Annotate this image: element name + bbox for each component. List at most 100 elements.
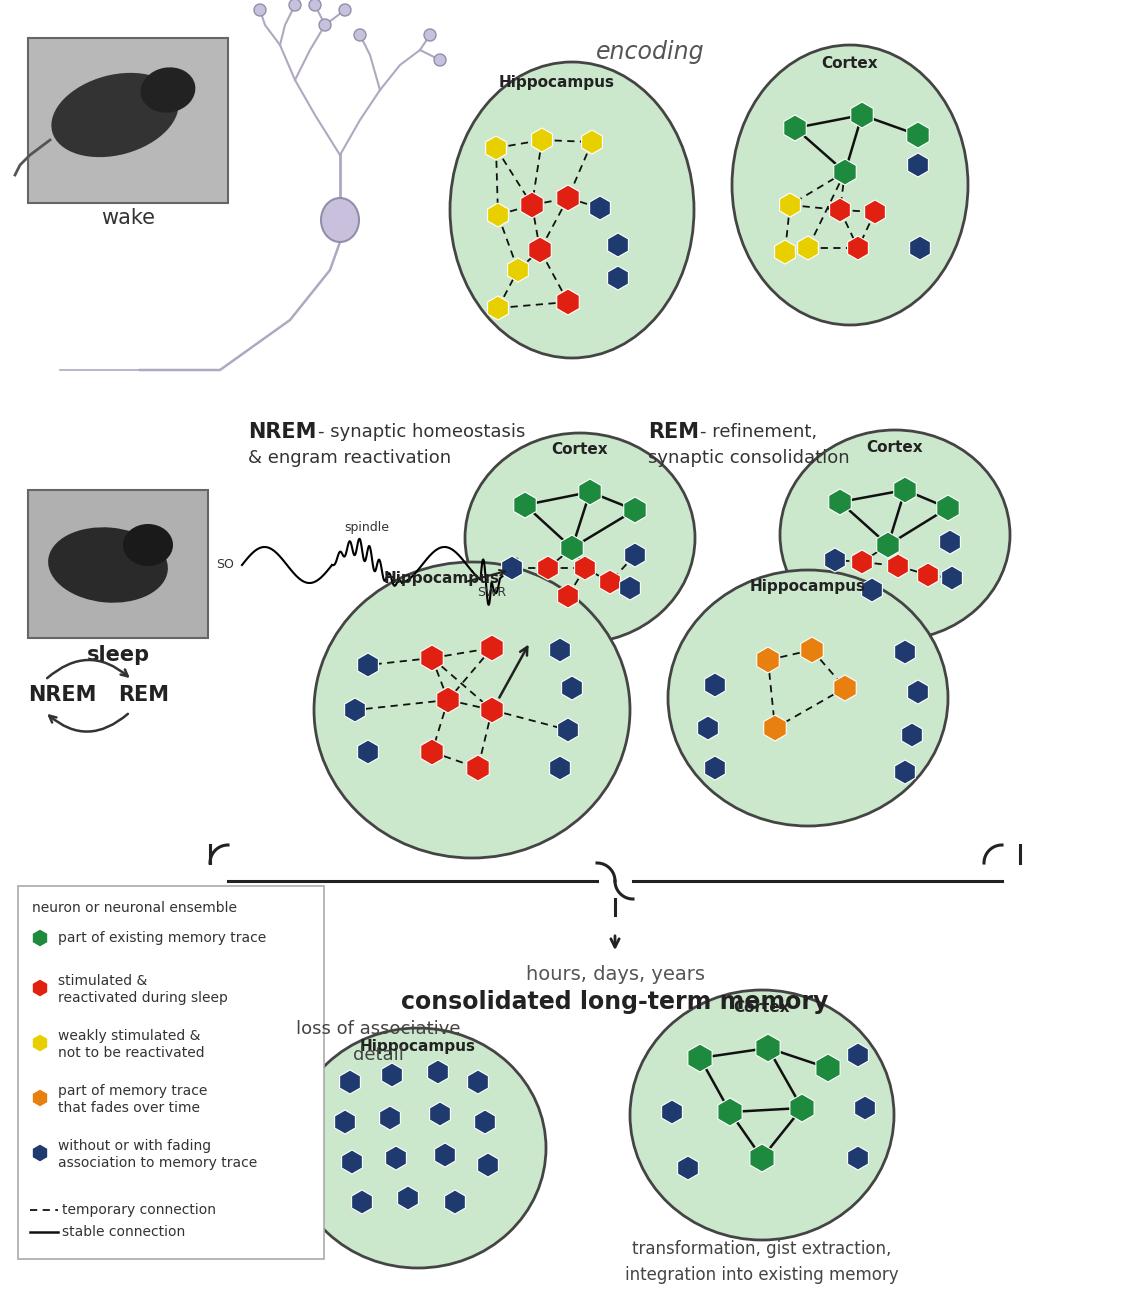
Ellipse shape <box>631 991 895 1240</box>
Polygon shape <box>797 237 819 260</box>
Polygon shape <box>486 136 506 160</box>
Polygon shape <box>521 192 544 218</box>
Polygon shape <box>876 532 899 558</box>
Text: - synaptic homeostasis: - synaptic homeostasis <box>318 422 526 441</box>
Polygon shape <box>340 1070 360 1095</box>
Polygon shape <box>624 497 646 523</box>
Polygon shape <box>335 1110 355 1134</box>
Polygon shape <box>697 716 719 740</box>
Polygon shape <box>608 233 628 257</box>
Circle shape <box>434 55 446 66</box>
Polygon shape <box>864 200 885 224</box>
Text: part of memory trace: part of memory trace <box>58 1084 208 1098</box>
Circle shape <box>424 29 437 42</box>
Polygon shape <box>942 566 962 590</box>
Polygon shape <box>33 979 47 997</box>
Polygon shape <box>917 563 938 588</box>
Polygon shape <box>851 101 873 127</box>
Polygon shape <box>907 122 929 148</box>
Polygon shape <box>481 697 503 723</box>
Ellipse shape <box>141 68 195 113</box>
Polygon shape <box>901 723 923 748</box>
Polygon shape <box>678 1156 698 1180</box>
Polygon shape <box>619 576 641 601</box>
Polygon shape <box>582 130 602 153</box>
Text: Cortex: Cortex <box>821 56 879 70</box>
Polygon shape <box>779 192 801 217</box>
Text: sleep: sleep <box>87 645 150 666</box>
Polygon shape <box>529 237 552 263</box>
Polygon shape <box>908 680 928 705</box>
Polygon shape <box>574 556 596 580</box>
Polygon shape <box>421 738 443 764</box>
Ellipse shape <box>52 73 178 157</box>
Polygon shape <box>590 196 610 220</box>
Polygon shape <box>764 715 786 741</box>
Polygon shape <box>834 159 856 185</box>
Circle shape <box>340 4 351 16</box>
Polygon shape <box>847 1043 869 1067</box>
Text: not to be reactivated: not to be reactivated <box>58 1046 204 1059</box>
Polygon shape <box>33 1144 47 1162</box>
Polygon shape <box>557 289 580 315</box>
Polygon shape <box>487 296 509 320</box>
Polygon shape <box>531 127 553 152</box>
Polygon shape <box>381 1063 403 1087</box>
Polygon shape <box>909 237 931 260</box>
Polygon shape <box>757 647 779 673</box>
Polygon shape <box>829 489 852 515</box>
Polygon shape <box>855 1096 875 1121</box>
Bar <box>28 490 208 638</box>
Polygon shape <box>397 1186 418 1210</box>
Text: NREM: NREM <box>28 685 96 705</box>
Polygon shape <box>888 554 908 578</box>
Text: part of existing memory trace: part of existing memory trace <box>58 931 266 945</box>
Text: Cortex: Cortex <box>733 1000 791 1014</box>
Ellipse shape <box>290 1028 546 1268</box>
Polygon shape <box>847 1147 869 1170</box>
Polygon shape <box>380 1106 400 1130</box>
Polygon shape <box>784 114 807 140</box>
Polygon shape <box>579 478 601 504</box>
Polygon shape <box>862 578 882 602</box>
Text: SO: SO <box>217 559 233 572</box>
Ellipse shape <box>450 62 694 358</box>
FancyBboxPatch shape <box>18 887 324 1258</box>
Text: Hippocampus: Hippocampus <box>360 1039 476 1053</box>
Text: Hippocampus: Hippocampus <box>384 571 500 585</box>
Polygon shape <box>936 495 959 521</box>
Text: without or with fading: without or with fading <box>58 1139 211 1153</box>
Polygon shape <box>847 237 869 260</box>
Text: loss of associative
detail: loss of associative detail <box>296 1020 460 1063</box>
Text: neuron or neuronal ensemble: neuron or neuronal ensemble <box>32 901 237 915</box>
Polygon shape <box>561 536 583 562</box>
Text: SWR: SWR <box>477 586 506 599</box>
Polygon shape <box>538 556 558 580</box>
Text: & engram reactivation: & engram reactivation <box>248 448 451 467</box>
Text: reactivated during sleep: reactivated during sleep <box>58 991 228 1005</box>
Polygon shape <box>33 1089 47 1108</box>
Bar <box>28 38 228 203</box>
Text: encoding: encoding <box>596 40 704 64</box>
Text: that fades over time: that fades over time <box>58 1101 200 1115</box>
Circle shape <box>319 20 331 31</box>
Ellipse shape <box>668 569 948 826</box>
Ellipse shape <box>779 430 1010 640</box>
Polygon shape <box>477 1153 499 1176</box>
Polygon shape <box>502 556 522 580</box>
Polygon shape <box>625 543 645 567</box>
Polygon shape <box>895 640 916 664</box>
FancyArrowPatch shape <box>50 714 127 732</box>
Text: Hippocampus: Hippocampus <box>750 578 866 594</box>
FancyArrowPatch shape <box>47 660 127 679</box>
Polygon shape <box>816 1054 840 1082</box>
Polygon shape <box>444 1190 466 1214</box>
Circle shape <box>289 0 301 10</box>
Polygon shape <box>940 530 960 554</box>
Polygon shape <box>717 1098 742 1126</box>
Text: transformation, gist extraction,
integration into existing memory: transformation, gist extraction, integra… <box>625 1240 899 1283</box>
Ellipse shape <box>123 524 173 566</box>
Text: synaptic consolidation: synaptic consolidation <box>647 448 849 467</box>
Polygon shape <box>756 1034 781 1062</box>
Text: Cortex: Cortex <box>866 439 924 455</box>
